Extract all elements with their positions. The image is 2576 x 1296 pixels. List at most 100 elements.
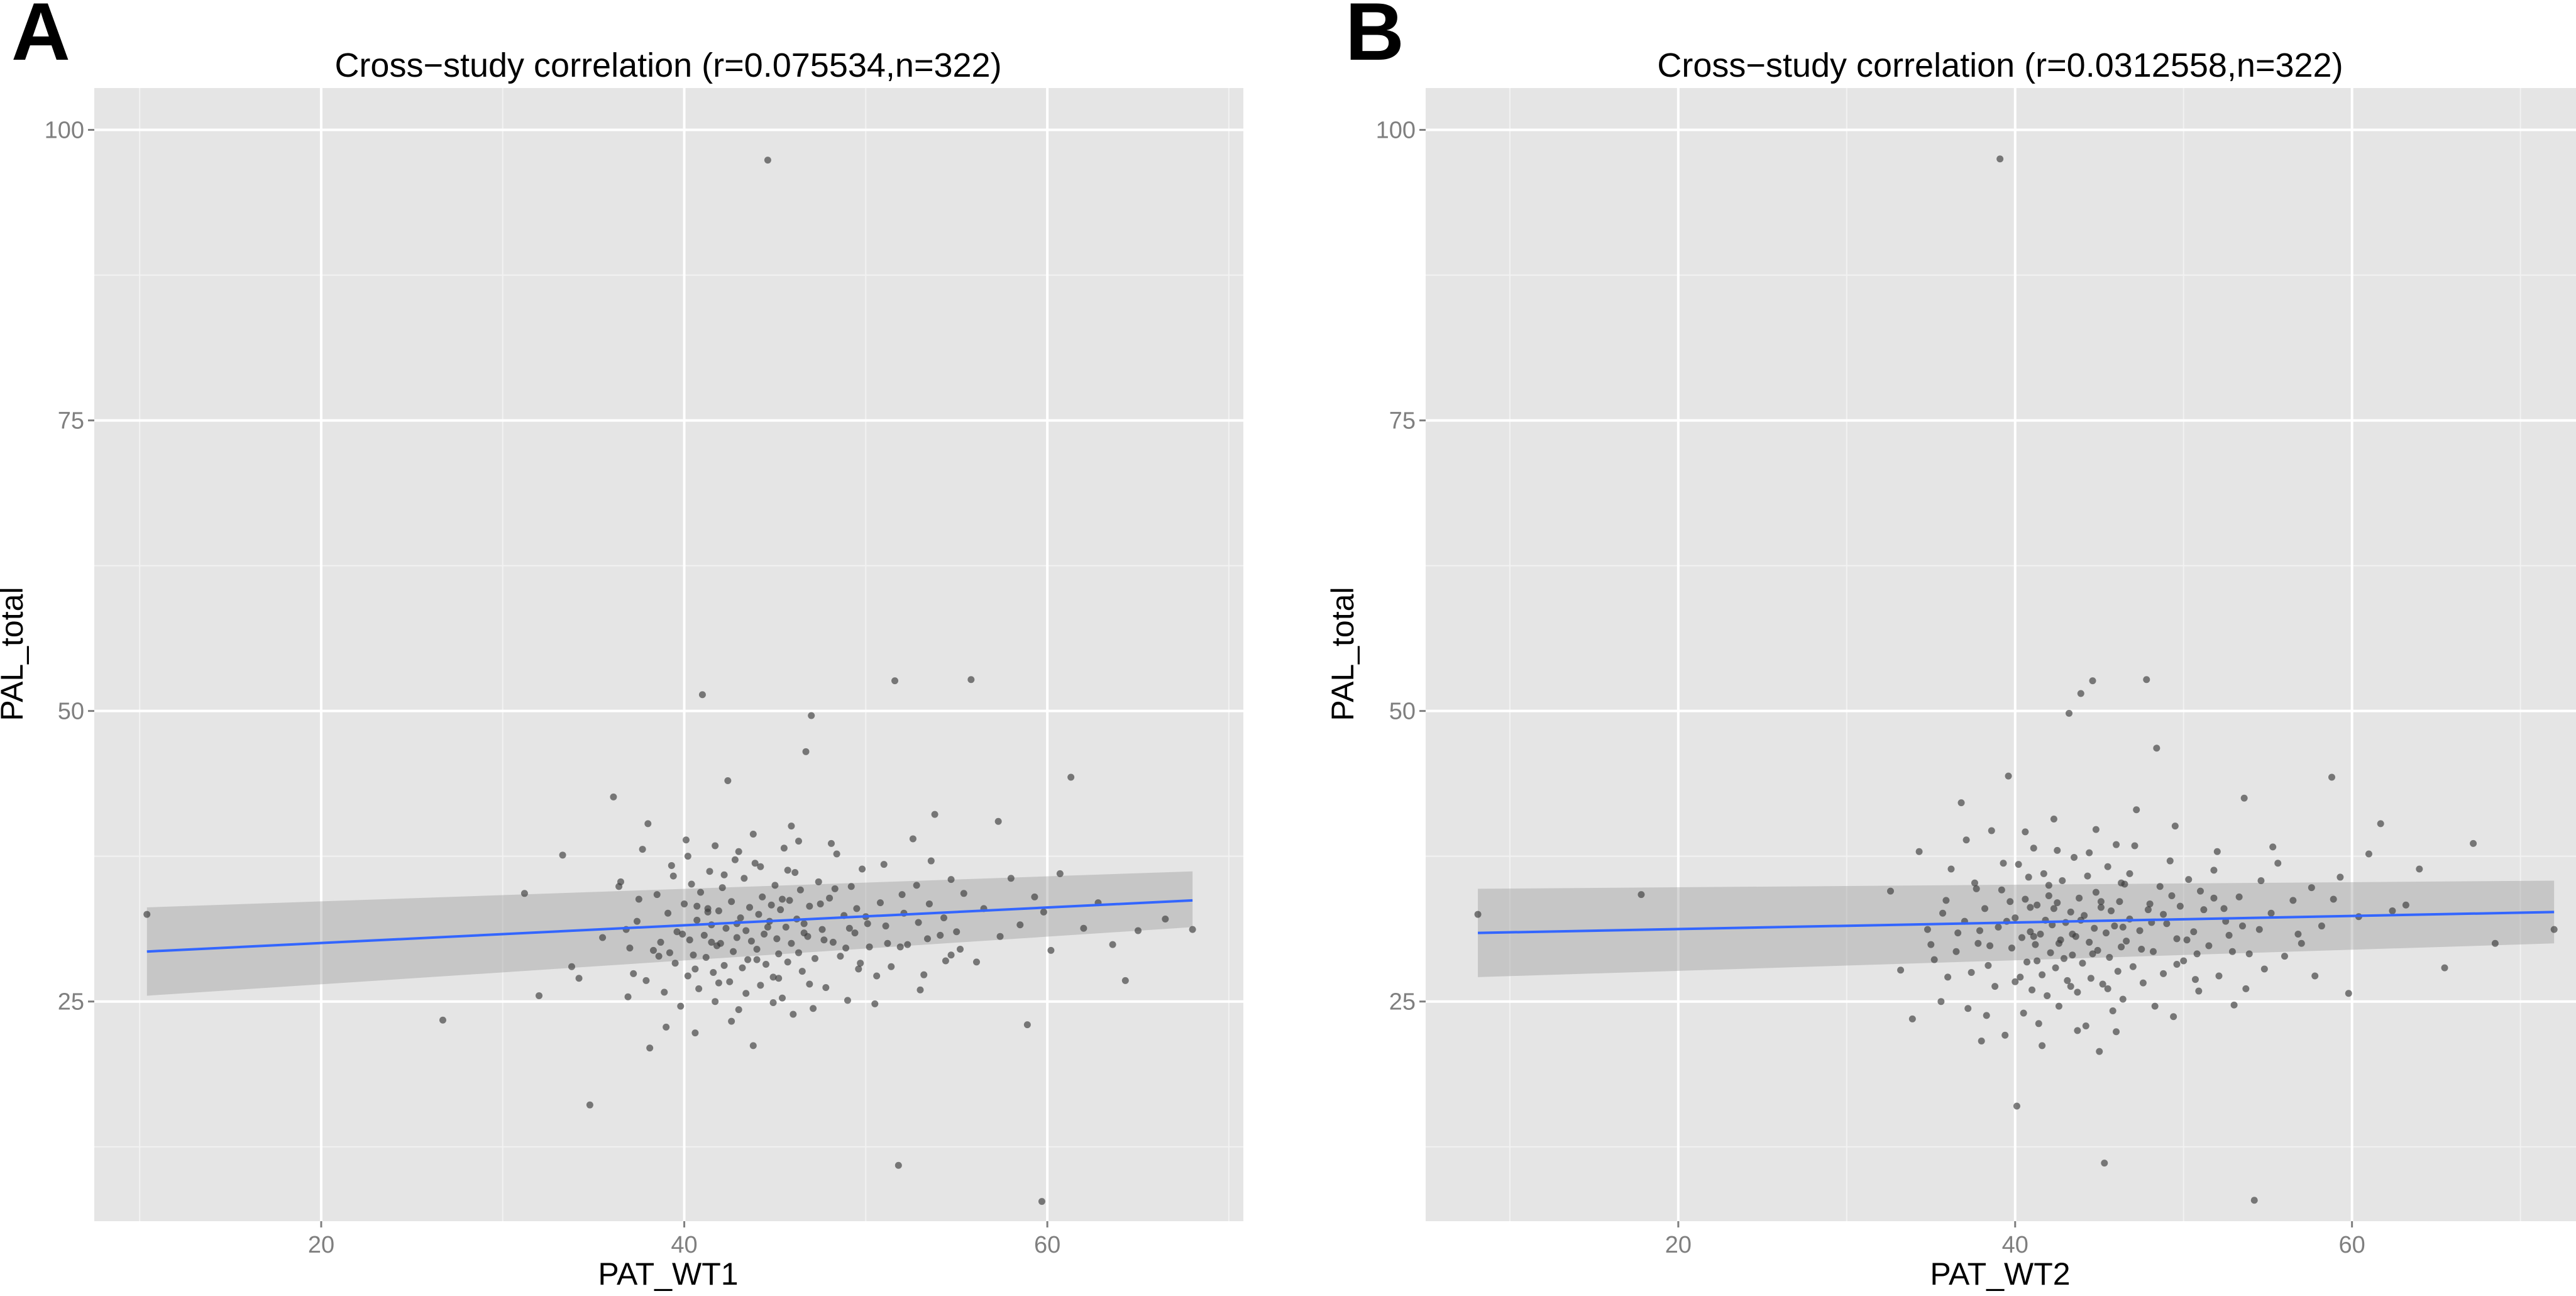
scatter-point — [2045, 882, 2052, 889]
scatter-point — [853, 905, 861, 912]
scatter-point — [728, 898, 735, 906]
scatter-point — [937, 931, 944, 939]
scatter-point — [2099, 980, 2106, 988]
scatter-point — [2102, 929, 2110, 937]
scatter-point — [1930, 956, 1938, 963]
scatter-point — [2050, 905, 2057, 912]
scatter-point — [2069, 930, 2076, 938]
scatter-point — [586, 1101, 593, 1109]
scatter-point — [2054, 899, 2061, 907]
scatter-point — [644, 820, 652, 828]
scatter-point — [757, 982, 764, 989]
scatter-point — [2269, 843, 2277, 851]
scatter-point — [927, 857, 935, 865]
regression-line-b — [1478, 911, 2555, 934]
scatter-point — [1973, 885, 1980, 892]
scatter-point — [664, 909, 672, 917]
scatter-point — [2416, 865, 2423, 873]
y-axis-label-b: PAL_total — [1325, 587, 1360, 721]
scatter-point — [744, 956, 752, 963]
scatter-point — [762, 961, 769, 968]
scatter-point — [1998, 886, 2005, 894]
scatter-point — [747, 938, 755, 945]
scatter-point — [439, 1016, 446, 1024]
scatter-point — [788, 939, 795, 947]
scatter-point — [1986, 942, 1994, 950]
scatter-point — [559, 851, 566, 859]
scatter-point — [2146, 900, 2154, 907]
scatter-point — [956, 946, 964, 953]
scatter-point — [2049, 921, 2056, 929]
scatter-point — [2022, 895, 2029, 903]
scatter-point — [2123, 938, 2130, 945]
scatter-point — [837, 953, 844, 960]
scatter-point — [2129, 963, 2137, 970]
scatter-point — [2119, 995, 2127, 1003]
scatter-point — [1023, 1021, 1031, 1029]
scatter-point — [800, 929, 808, 937]
scatter-point — [2118, 943, 2125, 951]
scatter-point — [1121, 977, 1129, 984]
scatter-point — [771, 882, 779, 889]
scatter-point — [691, 965, 699, 973]
scatter-point — [2067, 908, 2074, 916]
scatter-point — [2180, 957, 2188, 965]
scatter-point — [2015, 861, 2022, 868]
scatter-point — [657, 938, 664, 946]
scatter-point — [773, 935, 781, 943]
scatter-point — [718, 884, 726, 892]
scatter-point — [735, 1006, 742, 1014]
scatter-point — [2047, 949, 2054, 956]
scatter-point — [2168, 892, 2176, 900]
scatter-point — [2200, 906, 2208, 914]
scatter-point — [1638, 891, 1645, 899]
scatter-point — [2205, 942, 2213, 950]
scatter-point — [2345, 990, 2352, 997]
scatter-point — [1964, 1005, 1972, 1012]
scatter-point — [700, 931, 708, 939]
x-tick-label: 20 — [1665, 1232, 1692, 1258]
fit-line — [146, 899, 1193, 953]
scatter-point — [710, 968, 717, 976]
scatter-point — [653, 891, 661, 899]
scatter-point — [2079, 960, 2086, 967]
scatter-point — [682, 836, 690, 844]
scatter-point — [735, 848, 742, 855]
scatter-point — [695, 985, 703, 992]
x-tick-label: 60 — [2339, 1232, 2365, 1258]
scatter-point — [2000, 860, 2007, 867]
scatter-point — [2139, 979, 2147, 987]
scatter-point — [822, 984, 830, 992]
scatter-point — [2006, 898, 2014, 906]
scatter-point — [2064, 977, 2071, 984]
panel-a: A Cross−study correlation (r=0.075534,n=… — [0, 0, 1243, 1292]
scatter-point — [2050, 816, 2057, 823]
scatter-point — [2045, 892, 2052, 900]
scatter-point — [2040, 870, 2047, 877]
scatter-point — [739, 964, 746, 972]
scatter-point — [1937, 998, 1945, 1005]
scatter-point — [737, 914, 744, 922]
scatter-point — [916, 986, 924, 994]
scatter-point — [2197, 887, 2204, 895]
scatter-point — [755, 911, 762, 918]
scatter-point — [1927, 941, 1935, 948]
scatter-point — [833, 850, 840, 858]
scatter-point — [686, 936, 693, 944]
scatter-point — [2191, 976, 2199, 983]
scatter-point — [2193, 950, 2201, 958]
scatter-point — [802, 748, 810, 755]
scatter-point — [817, 900, 824, 907]
scatter-point — [795, 949, 802, 956]
scatter-point — [1887, 887, 1895, 895]
scatter-point — [1988, 827, 1995, 834]
scatter-point — [681, 900, 688, 907]
scatter-point — [2008, 944, 2015, 952]
scatter-point — [742, 990, 750, 997]
scatter-point — [757, 863, 764, 870]
scatter-point — [2025, 873, 2032, 881]
scatter-point — [715, 907, 722, 915]
x-axis-label-a: PAT_WT1 — [598, 1256, 738, 1292]
scatter-point — [624, 993, 632, 1000]
